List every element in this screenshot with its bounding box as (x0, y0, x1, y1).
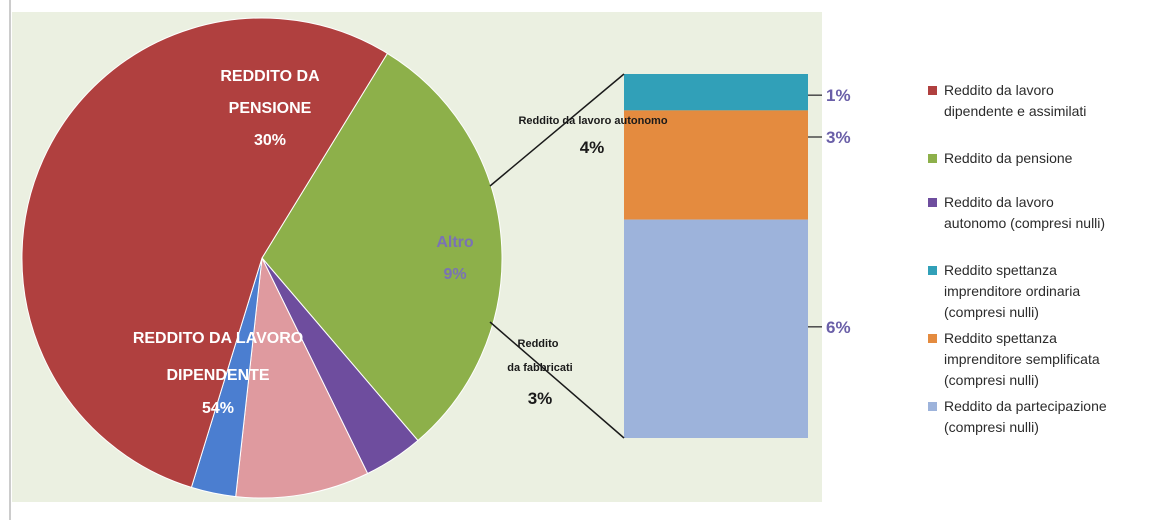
legend-item: Reddito da lavoro autonomo (compresi null… (928, 192, 1174, 234)
pie-value-autonomo: 4% (580, 138, 605, 157)
legend-item: Reddito da pensione (928, 148, 1174, 169)
legend-label: Reddito da lavoro autonomo (compresi null… (944, 194, 1106, 231)
pie-value-altro: 9% (443, 266, 466, 283)
legend-item: Reddito spettanza imprenditore ordinaria(… (928, 260, 1174, 323)
pie-value-pensione: 30% (254, 132, 286, 149)
pie-label-fabbricati-line-2: da fabbricati (507, 362, 572, 374)
legend-swatch (928, 402, 937, 411)
pie-value-dipendente: 54% (202, 400, 234, 417)
legend-item: Reddito da partecipazione (compresi nulli… (928, 396, 1174, 438)
pie-label-autonomo: Reddito da lavoro autonomo (518, 115, 667, 127)
legend-swatch (928, 334, 937, 343)
connector-line-top (489, 73, 625, 187)
legend-item: Reddito spettanza imprenditore semplifica… (928, 328, 1174, 391)
bar-segment-1 (624, 74, 808, 111)
pie-label-pensione-line-1: REDDITO DA (220, 68, 320, 85)
pie-label-pensione-line-2: PENSIONE (229, 100, 312, 117)
legend-label: Reddito da partecipazione (compresi nulli… (944, 398, 1107, 435)
legend-swatch (928, 86, 937, 95)
bar-value-label-3: 6% (826, 318, 851, 337)
pie-value-fabbricati: 3% (528, 389, 553, 408)
pie-slice-reddito-da-lavoro-dipendente (21, 17, 389, 489)
bar-segment-2 (624, 110, 808, 220)
legend-label: Reddito da pensione (944, 150, 1073, 166)
legend-item: Reddito da lavoro dipendente e assimilati (928, 80, 1174, 122)
pie-slice-altro (235, 256, 369, 499)
legend-swatch (928, 266, 937, 275)
pie-slice-reddito-da-pensione (261, 52, 503, 442)
pie-label-dipendente-line-1: REDDITO DA LAVORO (133, 330, 303, 347)
connector-line-bottom (489, 321, 625, 439)
bar-value-label-2: 3% (826, 128, 851, 147)
legend-label: Reddito spettanza imprenditore ordinaria(… (944, 262, 1081, 320)
pie-label-fabbricati-line-1: Reddito (518, 338, 559, 350)
bar-segment-3 (624, 219, 808, 438)
bar-value-label-1: 1% (826, 86, 851, 105)
legend-swatch (928, 154, 937, 163)
legend-label: Reddito da lavoro dipendente e assimilati (944, 82, 1087, 119)
legend-label: Reddito spettanza imprenditore semplifica… (944, 330, 1100, 388)
legend-swatch (928, 198, 937, 207)
pie-label-dipendente-line-2: DIPENDENTE (166, 367, 269, 384)
pie-label-altro: Altro (436, 234, 474, 251)
